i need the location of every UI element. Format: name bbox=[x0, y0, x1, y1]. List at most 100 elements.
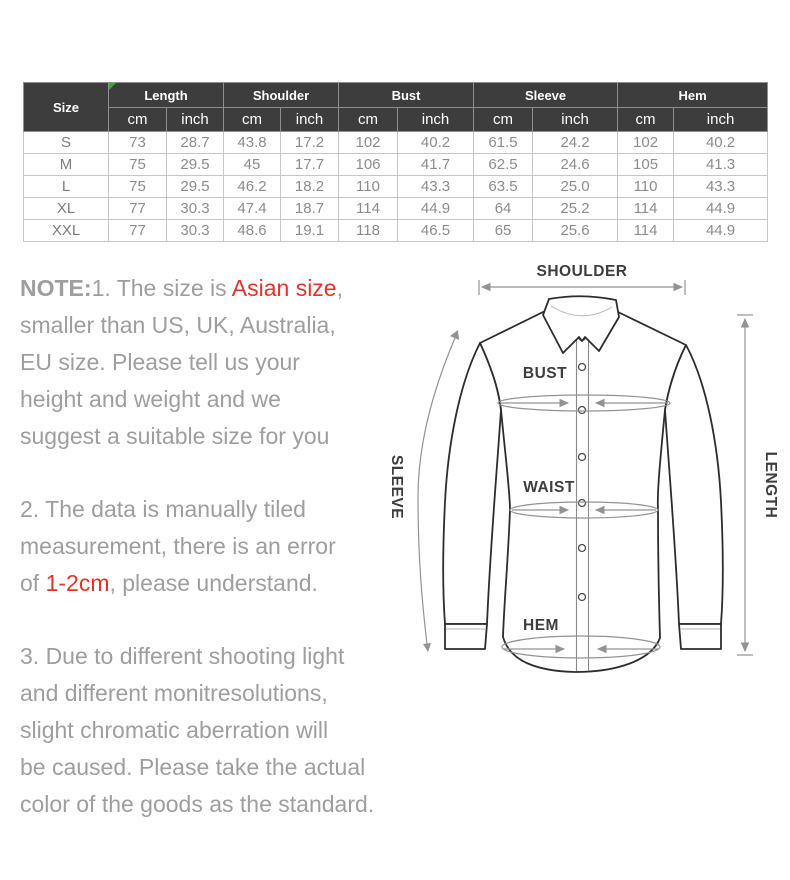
note-text: smaller than US, UK, Australia, bbox=[20, 312, 336, 338]
shirt-right-cuff bbox=[678, 623, 722, 650]
note-line: EU size. Please tell us your bbox=[20, 344, 440, 381]
table-row: L 75 29.5 46.2 18.2 110 43.3 63.5 25.0 110 43.3 bbox=[23, 175, 769, 198]
length-arrow bbox=[737, 314, 753, 656]
measurement-cell: 29.5 bbox=[165, 175, 225, 198]
note-text: 2. The data is manually tiled bbox=[20, 496, 306, 522]
measurement-cell: 65 bbox=[473, 219, 534, 242]
measurement-cell: 28.7 bbox=[165, 131, 225, 154]
unit-header-inch: inch bbox=[673, 107, 769, 132]
note-text: 1. The size is bbox=[91, 275, 232, 301]
measurement-cell: 102 bbox=[338, 131, 399, 154]
unit-header-inch: inch bbox=[165, 107, 225, 132]
measurement-cell: 75 bbox=[108, 153, 167, 176]
shirt-buttons bbox=[577, 332, 587, 602]
note-line: height and weight and we bbox=[20, 381, 440, 418]
bust-label: BUST bbox=[523, 365, 567, 382]
measurement-cell: 114 bbox=[617, 219, 675, 242]
measurement-cell: 106 bbox=[338, 153, 399, 176]
note-text: color of the goods as the standard. bbox=[20, 791, 375, 817]
note-line: be caused. Please take the actual bbox=[20, 749, 440, 786]
measurement-cell: 61.5 bbox=[473, 131, 534, 154]
unit-header-cm: cm bbox=[473, 107, 534, 132]
measurement-cell: 18.2 bbox=[280, 175, 340, 198]
note-line: slight chromatic aberration will bbox=[20, 712, 440, 749]
column-header-label: Shoulder bbox=[252, 87, 310, 103]
shirt-measurement-diagram: SHOULDER BUST WAIST HEM SLEEVE LENGTH bbox=[388, 263, 779, 673]
measurement-cell: 102 bbox=[617, 131, 675, 154]
measurement-cell: 25.0 bbox=[532, 175, 619, 198]
size-cell: M bbox=[23, 153, 109, 176]
measurement-cell: 44.9 bbox=[397, 197, 475, 220]
unit-header-cm: cm bbox=[617, 107, 675, 132]
measurement-cell: 46.5 bbox=[397, 219, 475, 242]
column-header-hem: Hem bbox=[617, 82, 769, 108]
note-paragraph: NOTE:1. The size is Asian size, smaller t… bbox=[20, 270, 440, 455]
unit-header-cm: cm bbox=[108, 107, 167, 132]
note-line: and different monitresolutions, bbox=[20, 675, 440, 712]
note-paragraph: 2. The data is manually tiled measurement… bbox=[20, 491, 440, 602]
corner-marker bbox=[109, 83, 116, 90]
note-line: smaller than US, UK, Australia, bbox=[20, 307, 440, 344]
size-table: Size Length Shoulder Bust Sleeve Hem bbox=[23, 82, 769, 242]
unit-header-inch: inch bbox=[280, 107, 340, 132]
unit-header-inch: inch bbox=[532, 107, 619, 132]
note-text: height and weight and we bbox=[20, 386, 281, 412]
measurement-cell: 77 bbox=[108, 197, 167, 220]
column-header-label: Sleeve bbox=[524, 87, 567, 103]
note-text: 3. Due to different shooting light bbox=[20, 643, 345, 669]
measurement-cell: 18.7 bbox=[280, 197, 340, 220]
shirt-left-cuff bbox=[444, 623, 488, 650]
waist-label: WAIST bbox=[523, 479, 575, 496]
note-text: measurement, there is an error bbox=[20, 533, 336, 559]
table-row: S 73 28.7 43.8 17.2 102 40.2 61.5 24.2 102 40.2 bbox=[23, 131, 769, 154]
note-text: slight chromatic aberration will bbox=[20, 717, 329, 743]
table-row: XXL 77 30.3 48.6 19.1 118 46.5 65 25.6 114 44.9 bbox=[23, 219, 769, 242]
measurement-cell: 41.3 bbox=[673, 153, 769, 176]
note-highlight: 1-2cm bbox=[45, 570, 110, 596]
measurement-cell: 19.1 bbox=[280, 219, 340, 242]
measurement-cell: 110 bbox=[338, 175, 399, 198]
collar-inner-seam bbox=[550, 305, 613, 317]
measurement-cell: 24.6 bbox=[532, 153, 619, 176]
note-paragraph: 3. Due to different shooting light and di… bbox=[20, 638, 440, 823]
column-header-sleeve: Sleeve bbox=[473, 82, 619, 108]
measurement-cell: 114 bbox=[338, 197, 399, 220]
measurement-cell: 114 bbox=[617, 197, 675, 220]
table-header-row: Size Length Shoulder Bust Sleeve Hem bbox=[23, 82, 769, 132]
note-text: of bbox=[20, 570, 46, 596]
note-line: 2. The data is manually tiled bbox=[20, 491, 440, 528]
column-header-label: Bust bbox=[391, 87, 421, 103]
hem-measure bbox=[501, 635, 661, 659]
note-text: , bbox=[336, 275, 343, 301]
measurement-cell: 41.7 bbox=[397, 153, 475, 176]
note-line: color of the goods as the standard. bbox=[20, 786, 440, 823]
measurement-cell: 40.2 bbox=[673, 131, 769, 154]
shirt-right-sleeve bbox=[664, 344, 724, 625]
measurement-cell: 73 bbox=[108, 131, 167, 154]
measurement-cell: 40.2 bbox=[397, 131, 475, 154]
table-row: XL 77 30.3 47.4 18.7 114 44.9 64 25.2 114 44.9 bbox=[23, 197, 769, 220]
measurement-cell: 25.2 bbox=[532, 197, 619, 220]
column-header-length: Length bbox=[107, 82, 225, 108]
measurement-cell: 77 bbox=[108, 219, 167, 242]
shirt-body-outline bbox=[479, 311, 687, 673]
measurement-cell: 75 bbox=[108, 175, 167, 198]
sleeve-label: SLEEVE bbox=[388, 455, 405, 519]
measurement-cell: 64 bbox=[473, 197, 534, 220]
measurement-cell: 25.6 bbox=[532, 219, 619, 242]
size-column-header: Size bbox=[23, 82, 109, 132]
sleeve-arrow bbox=[417, 330, 459, 652]
measurement-cell: 45 bbox=[223, 153, 282, 176]
measurement-cell: 17.7 bbox=[280, 153, 340, 176]
note-text: , please understand. bbox=[109, 570, 318, 596]
measurement-cell: 44.9 bbox=[673, 219, 769, 242]
note-text: and different monitresolutions, bbox=[20, 680, 328, 706]
note-text: NOTE: bbox=[20, 275, 92, 301]
shoulder-label: SHOULDER bbox=[537, 263, 628, 280]
measurement-cell: 43.3 bbox=[397, 175, 475, 198]
bust-measure bbox=[497, 394, 671, 412]
measurement-cell: 110 bbox=[617, 175, 675, 198]
measurement-cell: 17.2 bbox=[280, 131, 340, 154]
shoulder-arrow bbox=[478, 280, 686, 295]
shirt-collar bbox=[542, 295, 620, 354]
